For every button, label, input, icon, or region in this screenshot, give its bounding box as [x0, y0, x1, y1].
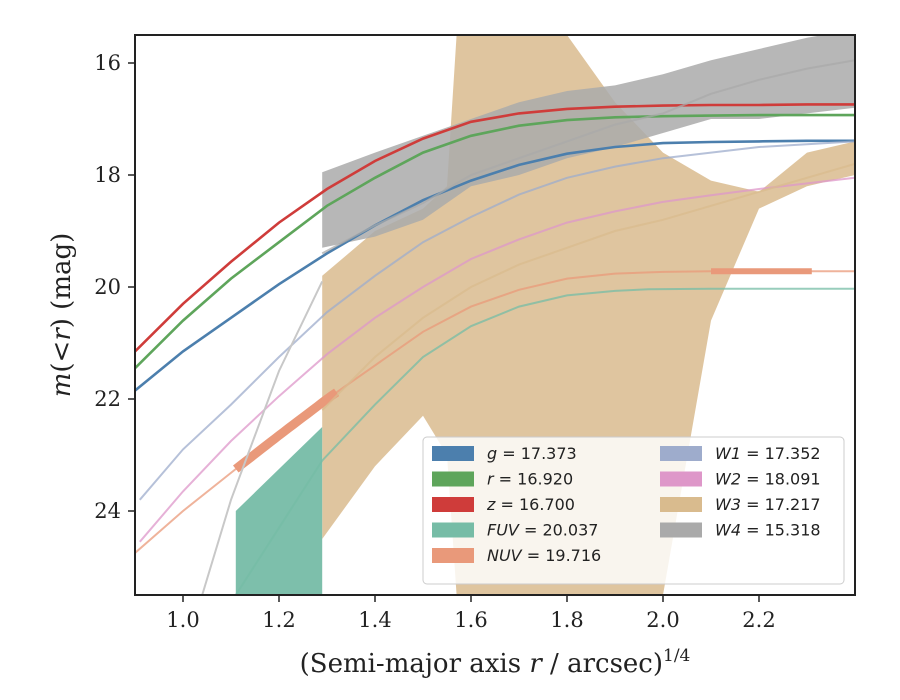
legend-label-g: g = 17.373: [487, 444, 577, 463]
legend-label-w3: W3 = 17.217: [715, 495, 821, 514]
legend-label-w1: W1 = 17.352: [715, 444, 821, 463]
legend-swatch-fuv: [432, 522, 474, 538]
legend: g = 17.373 r = 16.920 z = 16.700 FUV = 20.0…: [422, 436, 845, 585]
series-line-w2: [139, 176, 855, 543]
legend-swatch-nuv: [432, 548, 474, 563]
x-tick-label: 1.8: [550, 608, 583, 632]
series-lines: [135, 59, 855, 595]
series-curve-w4-extrapolation: [201, 280, 324, 595]
y-tick-label: 22: [94, 387, 121, 411]
x-tick-label: 1.2: [262, 608, 295, 632]
legend-swatch-g: [432, 446, 474, 461]
legend-swatch-w2: [660, 471, 702, 487]
y-tick-label: 16: [94, 51, 121, 75]
series-line-fuv: [234, 287, 855, 595]
legend-swatch-w4: [660, 522, 702, 538]
series-line-r: [135, 113, 855, 370]
band-w4: [322, 35, 855, 248]
y-tick-label: 20: [94, 275, 121, 299]
y-axis-ticks: 16 18 20 22 24: [94, 51, 135, 523]
legend-label-fuv: FUV = 20.037: [487, 521, 598, 540]
legend-label-w4: W4 = 15.318: [715, 521, 821, 540]
x-tick-label: 1.0: [166, 608, 199, 632]
x-tick-label: 2.0: [646, 608, 679, 632]
series-line-g: [135, 139, 855, 392]
legend-swatch-w3: [660, 497, 702, 512]
x-tick-label: 2.2: [742, 608, 775, 632]
series-line-w4: [321, 59, 855, 255]
x-axis-label: (Semi-major axis r / arcsec)1/4: [300, 646, 691, 679]
series-data-nuv-inner: [233, 388, 340, 473]
legend-label-r: r = 16.920: [487, 470, 573, 489]
legend-swatch-z: [432, 497, 474, 512]
legend-swatch-r: [432, 471, 474, 487]
x-tick-label: 1.4: [358, 608, 391, 632]
series-line-w3: [321, 162, 855, 411]
x-tick-label: 1.6: [454, 608, 487, 632]
x-axis-ticks: 1.0 1.2 1.4 1.6 1.8 2.0 2.2: [166, 595, 776, 632]
legend-label-z: z = 16.700: [486, 495, 575, 514]
y-tick-label: 24: [94, 499, 121, 523]
legend-label-w2: W2 = 18.091: [715, 470, 821, 489]
series-line-z: [135, 103, 855, 353]
legend-box: [422, 436, 845, 585]
y-tick-label: 18: [94, 163, 121, 187]
plot-frame: [134, 34, 856, 596]
series-line-w1: [139, 140, 855, 501]
legend-label-nuv: NUV = 19.716: [487, 546, 601, 565]
y-axis-label: m(<r) (mag): [47, 233, 77, 398]
band-fuv: [235, 427, 323, 595]
legend-swatch-w1: [660, 446, 702, 461]
